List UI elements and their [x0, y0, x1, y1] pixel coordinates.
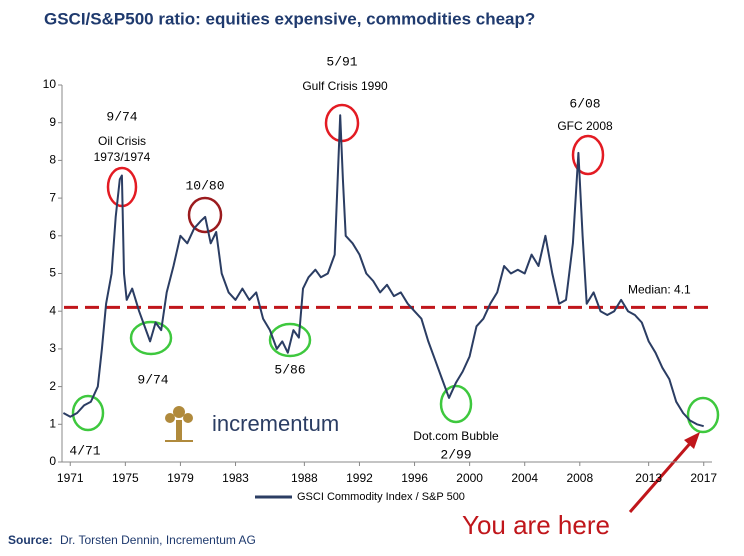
y-tick-label: 10	[43, 77, 57, 91]
x-tick-label: 2000	[456, 471, 483, 485]
annotation: 9/74	[106, 109, 137, 124]
x-tick-label: 1996	[401, 471, 428, 485]
annotation: GFC 2008	[557, 119, 613, 133]
y-tick-label: 7	[49, 190, 56, 204]
callout: You are here	[462, 510, 610, 540]
y-tick-label: 2	[49, 379, 56, 393]
x-tick-label: 2008	[566, 471, 593, 485]
x-tick-label: 2004	[511, 471, 538, 485]
y-tick-label: 6	[49, 228, 56, 242]
annotation: 5/86	[274, 362, 305, 377]
y-tick-label: 1	[49, 416, 56, 430]
x-tick-label: 1992	[346, 471, 373, 485]
annotation: Gulf Crisis 1990	[302, 79, 388, 93]
annotation: 1973/1974	[94, 150, 151, 164]
x-tick-label: 1975	[112, 471, 139, 485]
annotation: 10/80	[185, 178, 224, 193]
y-tick-label: 9	[49, 115, 56, 129]
source-text: Dr. Torsten Dennin, Incrementum AG	[60, 533, 256, 547]
x-tick-label: 1988	[291, 471, 318, 485]
arrow	[628, 439, 695, 513]
median-label: Median: 4.1	[628, 283, 691, 297]
x-tick-label: 1983	[222, 471, 249, 485]
legend-label: GSCI Commodity Index / S&P 500	[297, 491, 465, 503]
arrow-head	[684, 432, 700, 449]
y-tick-label: 0	[49, 454, 56, 468]
y-tick-label: 8	[49, 153, 56, 167]
annotation: 2/99	[440, 447, 471, 462]
annotation: Dot.com Bubble	[413, 429, 499, 443]
x-tick-label: 2017	[690, 471, 717, 485]
y-tick-label: 4	[49, 303, 56, 317]
series-line	[62, 114, 704, 428]
highlight-circles	[71, 103, 720, 434]
annotation: 4/71	[69, 443, 100, 458]
chart-title: GSCI/S&P500 ratio: equities expensive, c…	[44, 9, 535, 28]
annotation: 5/91	[326, 54, 357, 69]
logo-text: incrementum	[212, 411, 339, 436]
annotation: Oil Crisis	[98, 134, 146, 148]
annotation: 9/74	[137, 372, 168, 387]
x-tick-label: 1979	[167, 471, 194, 485]
y-tick-label: 5	[49, 266, 56, 280]
annotation: 6/08	[569, 96, 600, 111]
x-tick-label: 2013	[635, 471, 662, 485]
y-tick-label: 3	[49, 341, 56, 355]
source-label: Source:	[8, 533, 53, 547]
x-tick-label: 1971	[57, 471, 84, 485]
logo-icon	[165, 406, 193, 442]
